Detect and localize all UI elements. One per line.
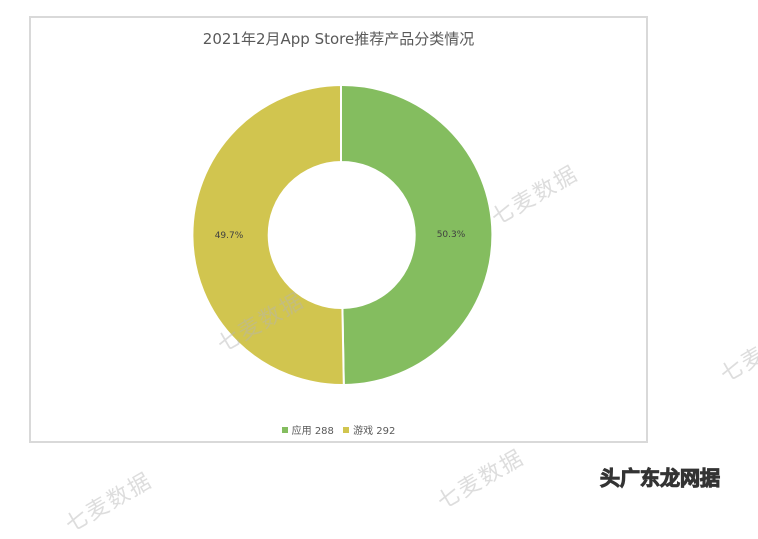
slice-apps: [340, 83, 494, 387]
legend-item-apps: 应用 288: [281, 422, 334, 437]
slice-games: [191, 83, 345, 387]
chart-title: 2021年2月App Store推荐产品分类情况: [202, 30, 475, 48]
slice-apps-label: 50.3%: [437, 230, 466, 240]
legend-swatch-apps: [281, 426, 288, 433]
legend: 应用 288 游戏 292: [31, 422, 646, 437]
legend-label-apps: 应用 288: [291, 426, 334, 437]
legend-swatch-games: [343, 426, 350, 433]
watermark: 七麦数据: [716, 318, 758, 388]
donut-chart: 50.3% 49.7%: [191, 83, 494, 387]
watermark: 七麦数据: [61, 468, 158, 538]
chart-frame: 2021年2月App Store推荐产品分类情况 50.3% 49.7% 应用 …: [29, 16, 648, 443]
slice-games-label: 49.7%: [215, 231, 244, 241]
legend-label-games: 游戏 292: [353, 426, 396, 437]
legend-item-games: 游戏 292: [343, 422, 395, 437]
brand-watermark: 头广东龙网据: [600, 466, 721, 491]
